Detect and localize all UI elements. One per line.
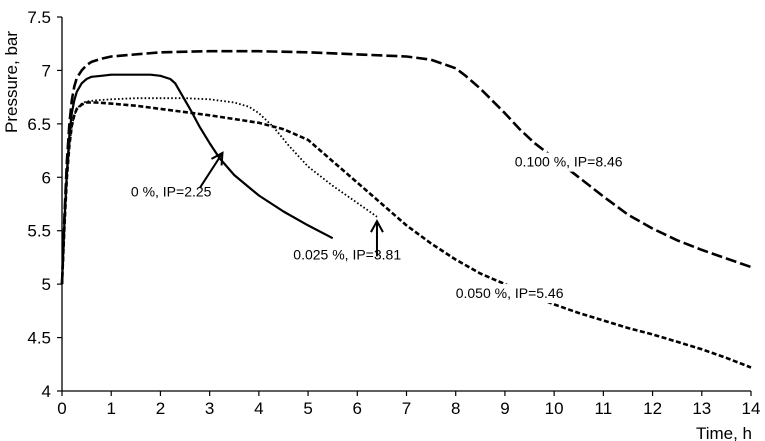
annotation-label-3: 0.100 %, IP=8.46 (515, 154, 623, 170)
x-tick-label: 3 (205, 399, 214, 418)
y-tick-label: 7 (42, 61, 51, 80)
annotation-label-1: 0.025 %, IP=3.81 (293, 247, 401, 263)
annotation-background (127, 182, 229, 202)
annotation-background (511, 152, 645, 172)
x-tick-label: 10 (545, 399, 564, 418)
x-tick-label: 13 (692, 399, 711, 418)
annotation-label-0: 0 %, IP=2.25 (131, 184, 212, 200)
x-tick-label: 12 (643, 399, 662, 418)
x-tick-label: 2 (156, 399, 165, 418)
x-tick-label: 4 (254, 399, 263, 418)
x-tick-label: 6 (353, 399, 362, 418)
annotations: 0 %, IP=2.25 0.025 %, IP=3.81 0.050 %, IP=… (127, 152, 645, 304)
y-tick-label: 6 (42, 168, 51, 187)
annotation-label-2: 0.050 %, IP=5.46 (456, 285, 564, 301)
y-axis-label: Pressure, bar (2, 31, 21, 133)
x-axis-label: Time, h (696, 424, 752, 441)
annotation-arrow-0 (198, 154, 222, 189)
x-tick-label: 9 (500, 399, 509, 418)
y-tick-label: 7.5 (27, 8, 51, 27)
series-group (60, 49, 752, 369)
x-tick-label: 8 (451, 399, 460, 418)
x-tick-label: 5 (303, 399, 312, 418)
y-tick-label: 4.5 (27, 329, 51, 348)
annotation-background (290, 245, 423, 265)
series-line-0 (60, 73, 334, 285)
series-line-3 (60, 49, 752, 285)
annotation-background (452, 284, 586, 304)
x-tick-label: 0 (57, 399, 66, 418)
y-tick-label: 5 (42, 275, 51, 294)
y-tick-label: 6.5 (27, 115, 51, 134)
x-tick-label: 1 (106, 399, 115, 418)
x-tick-label: 11 (595, 399, 613, 418)
y-tick-label: 4 (42, 382, 51, 401)
series-line-2 (60, 101, 752, 369)
x-tick-label: 7 (402, 399, 411, 418)
x-tick-label: 14 (742, 399, 761, 418)
y-tick-label: 5.5 (27, 222, 51, 241)
